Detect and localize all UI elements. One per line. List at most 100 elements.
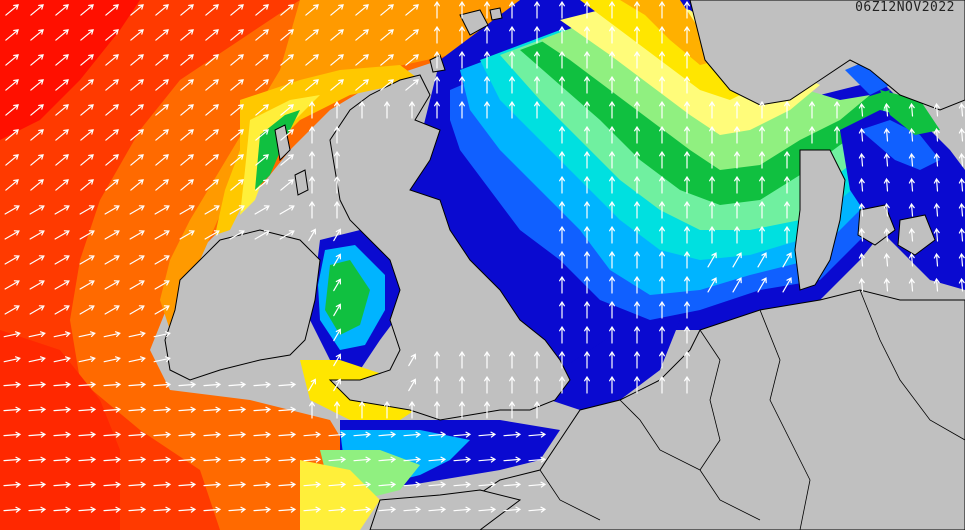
wave-arrow: [534, 25, 540, 44]
wave-arrow: [308, 228, 316, 242]
wave-arrow: [255, 79, 269, 91]
wave-arrow: [609, 0, 615, 19]
wave-arrow: [707, 277, 717, 293]
wave-arrow: [55, 179, 69, 191]
wave-arrow: [858, 252, 865, 267]
wave-arrow: [933, 252, 940, 267]
wave-arrow: [280, 4, 294, 16]
wave-arrow: [634, 325, 640, 344]
wave-arrow: [154, 205, 170, 215]
wave-arrow: [80, 79, 94, 91]
wave-arrow: [459, 375, 465, 394]
wave-arrow: [634, 375, 640, 394]
wave-arrow: [30, 4, 44, 16]
wave-arrow: [55, 129, 69, 141]
wave-arrow: [478, 431, 497, 438]
wave-arrow: [659, 25, 665, 44]
wave-arrow: [103, 356, 121, 363]
wave-arrow: [584, 100, 590, 119]
wave-arrow: [405, 4, 419, 16]
wave-arrow: [253, 431, 272, 438]
wave-arrow: [659, 225, 665, 244]
wave-arrow: [584, 50, 590, 69]
wave-arrow: [403, 431, 422, 438]
wave-arrow: [883, 252, 890, 267]
wave-arrow: [30, 104, 44, 116]
wave-arrow: [55, 104, 69, 116]
wave-arrow: [130, 154, 144, 166]
wave-arrow: [528, 506, 547, 513]
wave-arrow: [330, 54, 344, 66]
wave-arrow: [684, 250, 690, 269]
wave-arrow: [559, 100, 565, 119]
wave-arrow: [309, 175, 315, 194]
wave-arrow: [78, 406, 97, 413]
wave-arrow: [478, 481, 497, 488]
wave-arrow: [759, 225, 765, 244]
wave-arrow: [105, 4, 119, 16]
wave-arrow: [230, 104, 244, 116]
wave-arrow: [28, 481, 47, 488]
wave-arrow: [80, 154, 94, 166]
wave-arrow: [858, 152, 865, 167]
wave-arrow: [659, 75, 665, 94]
wave-arrow: [353, 481, 372, 488]
wave-direction-arrows: [3, 0, 965, 513]
norway: [689, 0, 965, 111]
wave-arrow: [130, 4, 144, 16]
wave-arrow: [30, 154, 44, 166]
wave-arrow: [559, 250, 565, 269]
wave-arrow: [559, 25, 565, 44]
wave-arrow: [784, 175, 790, 194]
wave-arrow: [634, 150, 640, 169]
wave-arrow: [734, 200, 740, 219]
wave-arrow: [105, 29, 119, 41]
wave-arrow: [230, 4, 244, 16]
wave-arrow: [484, 25, 490, 44]
wave-arrow: [459, 400, 465, 419]
wave-arrow: [659, 175, 665, 194]
wave-arrow: [5, 79, 19, 91]
wave-arrow: [155, 104, 169, 116]
wave-arrow: [129, 230, 145, 240]
wave-arrow: [459, 100, 465, 119]
wave-arrow: [858, 127, 865, 142]
wave-arrow: [684, 375, 690, 394]
wave-arrow: [334, 125, 340, 144]
wave-arrow: [434, 400, 440, 419]
wave-arrow: [3, 381, 22, 388]
wave-arrow: [203, 506, 222, 513]
wave-arrow: [178, 481, 197, 488]
wave-arrow: [129, 305, 145, 315]
wave-arrow: [230, 54, 244, 66]
wave-arrow: [5, 4, 19, 16]
wave-arrow: [255, 179, 269, 191]
wave-arrow: [634, 100, 640, 119]
wave-arrow: [759, 200, 765, 219]
wave-arrow: [559, 175, 565, 194]
wave-arrow: [933, 102, 940, 117]
wave-arrow: [784, 200, 790, 219]
wave-arrow: [128, 356, 146, 363]
wave-arrow: [684, 275, 690, 294]
wave-arrow: [883, 152, 890, 167]
wave-arrow: [228, 431, 247, 438]
wave-arrow: [707, 252, 717, 268]
wave-arrow: [30, 129, 44, 141]
wave-arrow: [405, 54, 419, 66]
wave-arrow: [334, 150, 340, 169]
wave-arrow: [333, 328, 341, 342]
wave-arrow: [3, 406, 22, 413]
wave-arrow: [230, 79, 244, 91]
wave-arrow: [453, 456, 472, 463]
wave-arrow: [255, 4, 269, 16]
wave-arrow: [130, 179, 144, 191]
wave-arrow: [305, 29, 319, 41]
wave-arrow: [434, 0, 440, 19]
wave-arrow: [155, 29, 169, 41]
wave-arrow: [484, 0, 490, 19]
wave-arrow: [203, 481, 222, 488]
wave-arrow: [784, 225, 790, 244]
wave-arrow: [684, 225, 690, 244]
